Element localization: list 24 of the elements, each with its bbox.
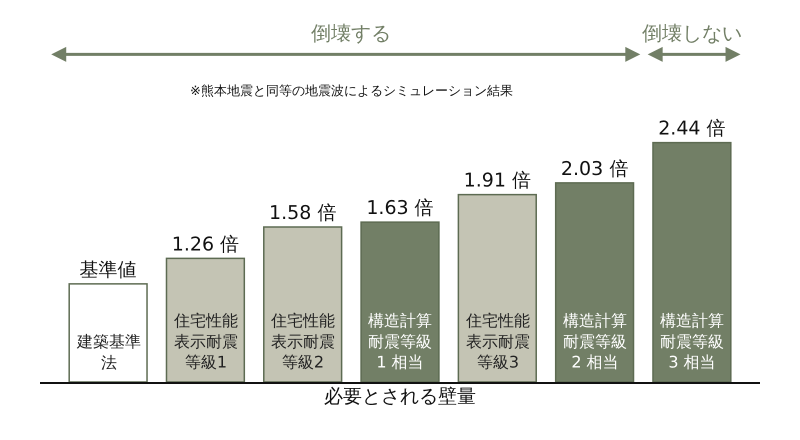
bar xyxy=(458,194,537,382)
x-tick-label: 住宅性能表示耐震等級1 xyxy=(173,311,238,372)
data-label: 1.26 倍 xyxy=(172,233,240,256)
x-tick-label: 構造計算耐震等級2 相当 xyxy=(563,311,627,372)
data-label: 1.91 倍 xyxy=(464,170,531,192)
data-label: 基準値 xyxy=(80,258,137,281)
x-tick-label: 住宅性能表示耐震等級3 xyxy=(465,311,530,372)
x-tick-label: 構造計算耐震等級3 相当 xyxy=(660,311,724,372)
bar xyxy=(554,182,634,382)
data-label: 1.63 倍 xyxy=(366,197,434,220)
text: 倒壊しない xyxy=(642,21,742,45)
bar xyxy=(263,226,342,382)
bar xyxy=(360,221,440,382)
bar xyxy=(652,142,732,382)
x-axis-title: 必要とされる壁量 xyxy=(324,385,476,408)
text: 倒壊する xyxy=(311,21,391,45)
x-tick-label: 構造計算耐震等級1 相当 xyxy=(368,311,432,372)
data-label: 2.44 倍 xyxy=(658,118,726,140)
x-tick-label: 住宅性能表示耐震等級2 xyxy=(270,311,335,372)
bar xyxy=(68,283,148,382)
x-tick-label: 建築基準法 xyxy=(76,332,141,372)
text: ※熊本地震と同等の地震波によるシミュレーション結果 xyxy=(190,84,513,99)
data-label: 2.03 倍 xyxy=(560,158,628,180)
data-label: 1.58 倍 xyxy=(269,202,336,224)
